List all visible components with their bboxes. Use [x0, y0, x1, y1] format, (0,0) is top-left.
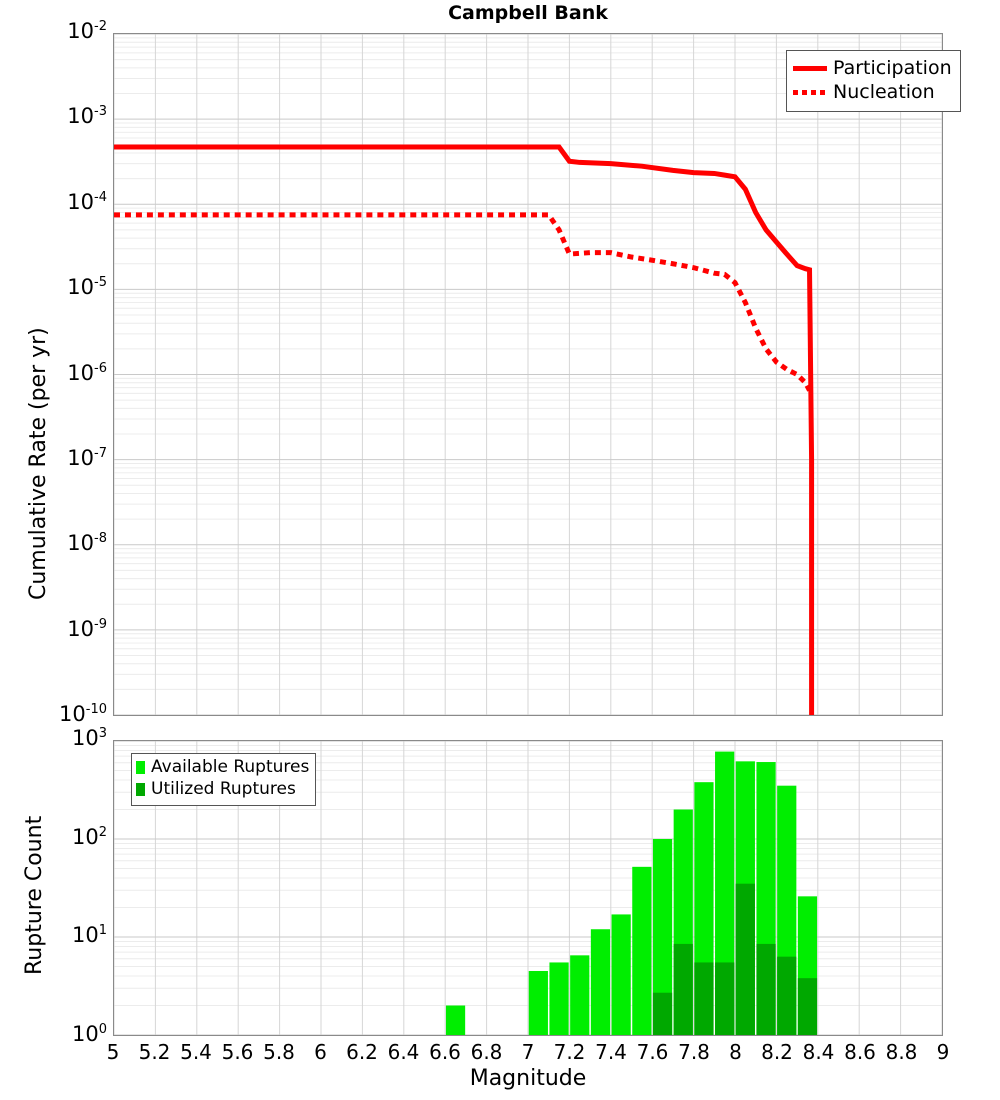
x-tick: 6: [314, 1040, 327, 1064]
x-tick: 5: [107, 1040, 120, 1064]
solid-line-swatch-icon: [793, 66, 827, 71]
legend-item-available-ruptures: Available Ruptures: [136, 757, 309, 779]
x-tick: 7.8: [678, 1040, 710, 1064]
legend-item-nucleation: Nucleation: [793, 80, 952, 104]
x-tick: 8: [729, 1040, 742, 1064]
bottom-y-tick: 100: [7, 1023, 107, 1045]
page-title: Campbell Bank: [113, 2, 943, 24]
legend-label-available: Available Ruptures: [151, 757, 309, 779]
x-tick: 8.2: [761, 1040, 793, 1064]
x-tick: 7.6: [637, 1040, 669, 1064]
rupture-legend: Available Ruptures Utilized Ruptures: [131, 753, 316, 806]
x-tick: 5.8: [263, 1040, 295, 1064]
x-tick: 8.4: [803, 1040, 835, 1064]
x-tick: 6.8: [471, 1040, 503, 1064]
x-tick: 9: [937, 1040, 950, 1064]
x-tick: 6.2: [346, 1040, 378, 1064]
x-tick: 6.6: [429, 1040, 461, 1064]
x-tick: 7.4: [595, 1040, 627, 1064]
utilized-color-swatch-icon: [136, 783, 145, 796]
legend-label-utilized: Utilized Ruptures: [151, 779, 296, 801]
curve-legend: Participation Nucleation: [786, 50, 961, 112]
x-tick: 5.6: [222, 1040, 254, 1064]
bottom-y-tick: 103: [7, 727, 107, 749]
x-tick: 7: [522, 1040, 535, 1064]
x-tick: 8.8: [886, 1040, 918, 1064]
figure-root: Campbell Bank 10-210-310-410-510-610-710…: [0, 0, 1000, 1100]
x-tick: 5.2: [139, 1040, 171, 1064]
bottom-panel-y-tick-labels: 103102101100: [0, 0, 107, 1100]
available-color-swatch-icon: [136, 761, 145, 774]
legend-label-participation: Participation: [833, 56, 952, 80]
cumulative-rate-plot: [113, 33, 943, 716]
x-tick: 6.4: [388, 1040, 420, 1064]
dotted-line-swatch-icon: [793, 90, 827, 95]
cumulative-rate-svg: [114, 34, 942, 715]
legend-label-nucleation: Nucleation: [833, 80, 935, 104]
x-tick: 7.2: [554, 1040, 586, 1064]
bottom-panel-y-axis-title: Rupture Count: [22, 816, 47, 975]
x-tick: 5.4: [180, 1040, 212, 1064]
x-axis-title: Magnitude: [113, 1066, 943, 1091]
x-tick: 8.6: [844, 1040, 876, 1064]
legend-item-utilized-ruptures: Utilized Ruptures: [136, 779, 309, 801]
legend-item-participation: Participation: [793, 56, 952, 80]
